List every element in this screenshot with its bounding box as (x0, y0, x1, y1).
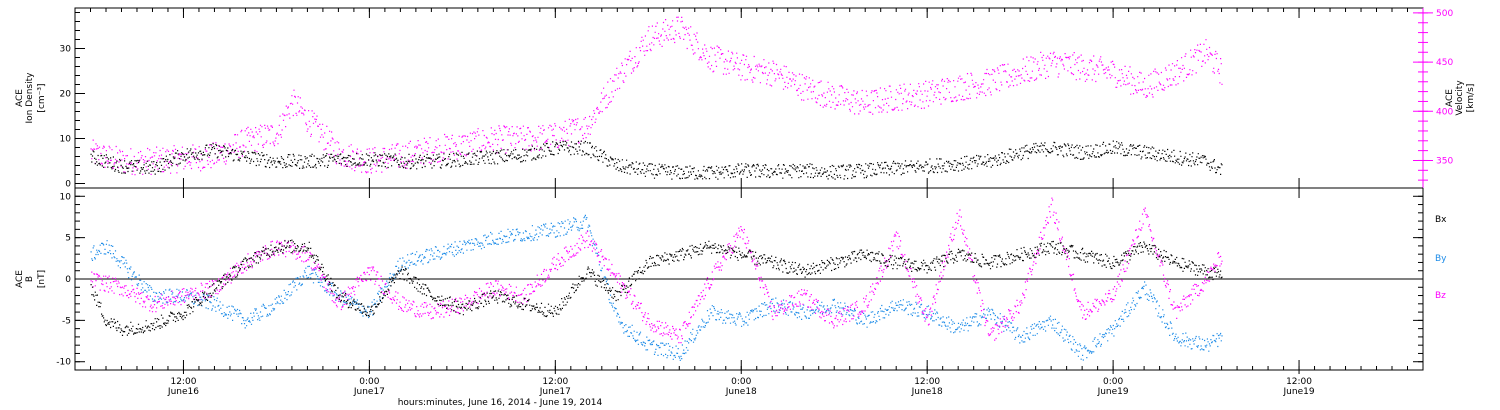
x-tick-date: June16 (167, 387, 199, 397)
x-tick-time: 0:00 (359, 377, 379, 387)
x-tick-date: June17 (353, 387, 385, 397)
field-tick-label: 5 (65, 234, 71, 244)
density-tick-label: 30 (60, 45, 72, 55)
bz-points (90, 197, 1223, 344)
x-tick-time: 0:00 (731, 377, 751, 387)
x-tick-date: June19 (1097, 387, 1129, 397)
panel-top-frame (74, 7, 1424, 189)
velocity-tick-label: 350 (1436, 156, 1453, 166)
legend-entry-by: By (1435, 254, 1447, 264)
density-tick-label: 0 (65, 180, 71, 190)
density-points (90, 140, 1223, 180)
velocity-tick-label: 400 (1436, 107, 1453, 117)
density-tick-label: 10 (60, 135, 72, 145)
density-axis-label: [cm⁻³] (37, 83, 47, 112)
x-tick-time: 0:00 (1103, 377, 1123, 387)
field-tick-label: -10 (56, 358, 71, 368)
x-axis: 12:00June160:00June1712:00June170:00June… (89, 8, 1409, 408)
x-tick-time: 12:00 (1286, 377, 1312, 387)
velocity-axis-label: [km/s] (1466, 84, 1476, 113)
velocity-tick-label: 450 (1436, 58, 1453, 68)
legend-entry-bx: Bx (1435, 215, 1447, 225)
x-tick-date: June18 (725, 387, 757, 397)
x-tick-date: June18 (911, 387, 943, 397)
field-tick-label: 10 (60, 192, 72, 202)
velocity-tick-label: 500 (1436, 9, 1453, 19)
field-tick-label: 0 (65, 275, 71, 285)
by-points (90, 214, 1223, 361)
x-axis-label: hours:minutes, June 16, 2014 - June 19, … (398, 398, 603, 408)
x-tick-time: 12:00 (914, 377, 940, 387)
top-panel-data (90, 16, 1223, 180)
velocity-axis-label: ACE (1445, 89, 1455, 107)
density-axis-label: Ion Density (25, 72, 35, 124)
x-tick-time: 12:00 (170, 377, 196, 387)
field-tick-label: -5 (62, 316, 71, 326)
field-axis-label: [nT] (37, 270, 47, 288)
bottom-panel-axes: -10 -5 0 5 10 ACE B [nT] (15, 187, 1423, 371)
bx-points (90, 239, 1223, 336)
field-axis-label: ACE (15, 270, 25, 288)
x-tick-time: 12:00 (542, 377, 568, 387)
legend: Bx By Bz (1435, 215, 1447, 301)
density-tick-label: 20 (60, 90, 72, 100)
x-tick-date: June19 (1283, 387, 1315, 397)
legend-entry-bz: Bz (1435, 291, 1446, 301)
velocity-axis-label: Velocity (1455, 80, 1465, 116)
density-axis-label: ACE (15, 89, 25, 107)
x-tick-date: June17 (539, 387, 571, 397)
field-axis-label: B (25, 276, 35, 282)
